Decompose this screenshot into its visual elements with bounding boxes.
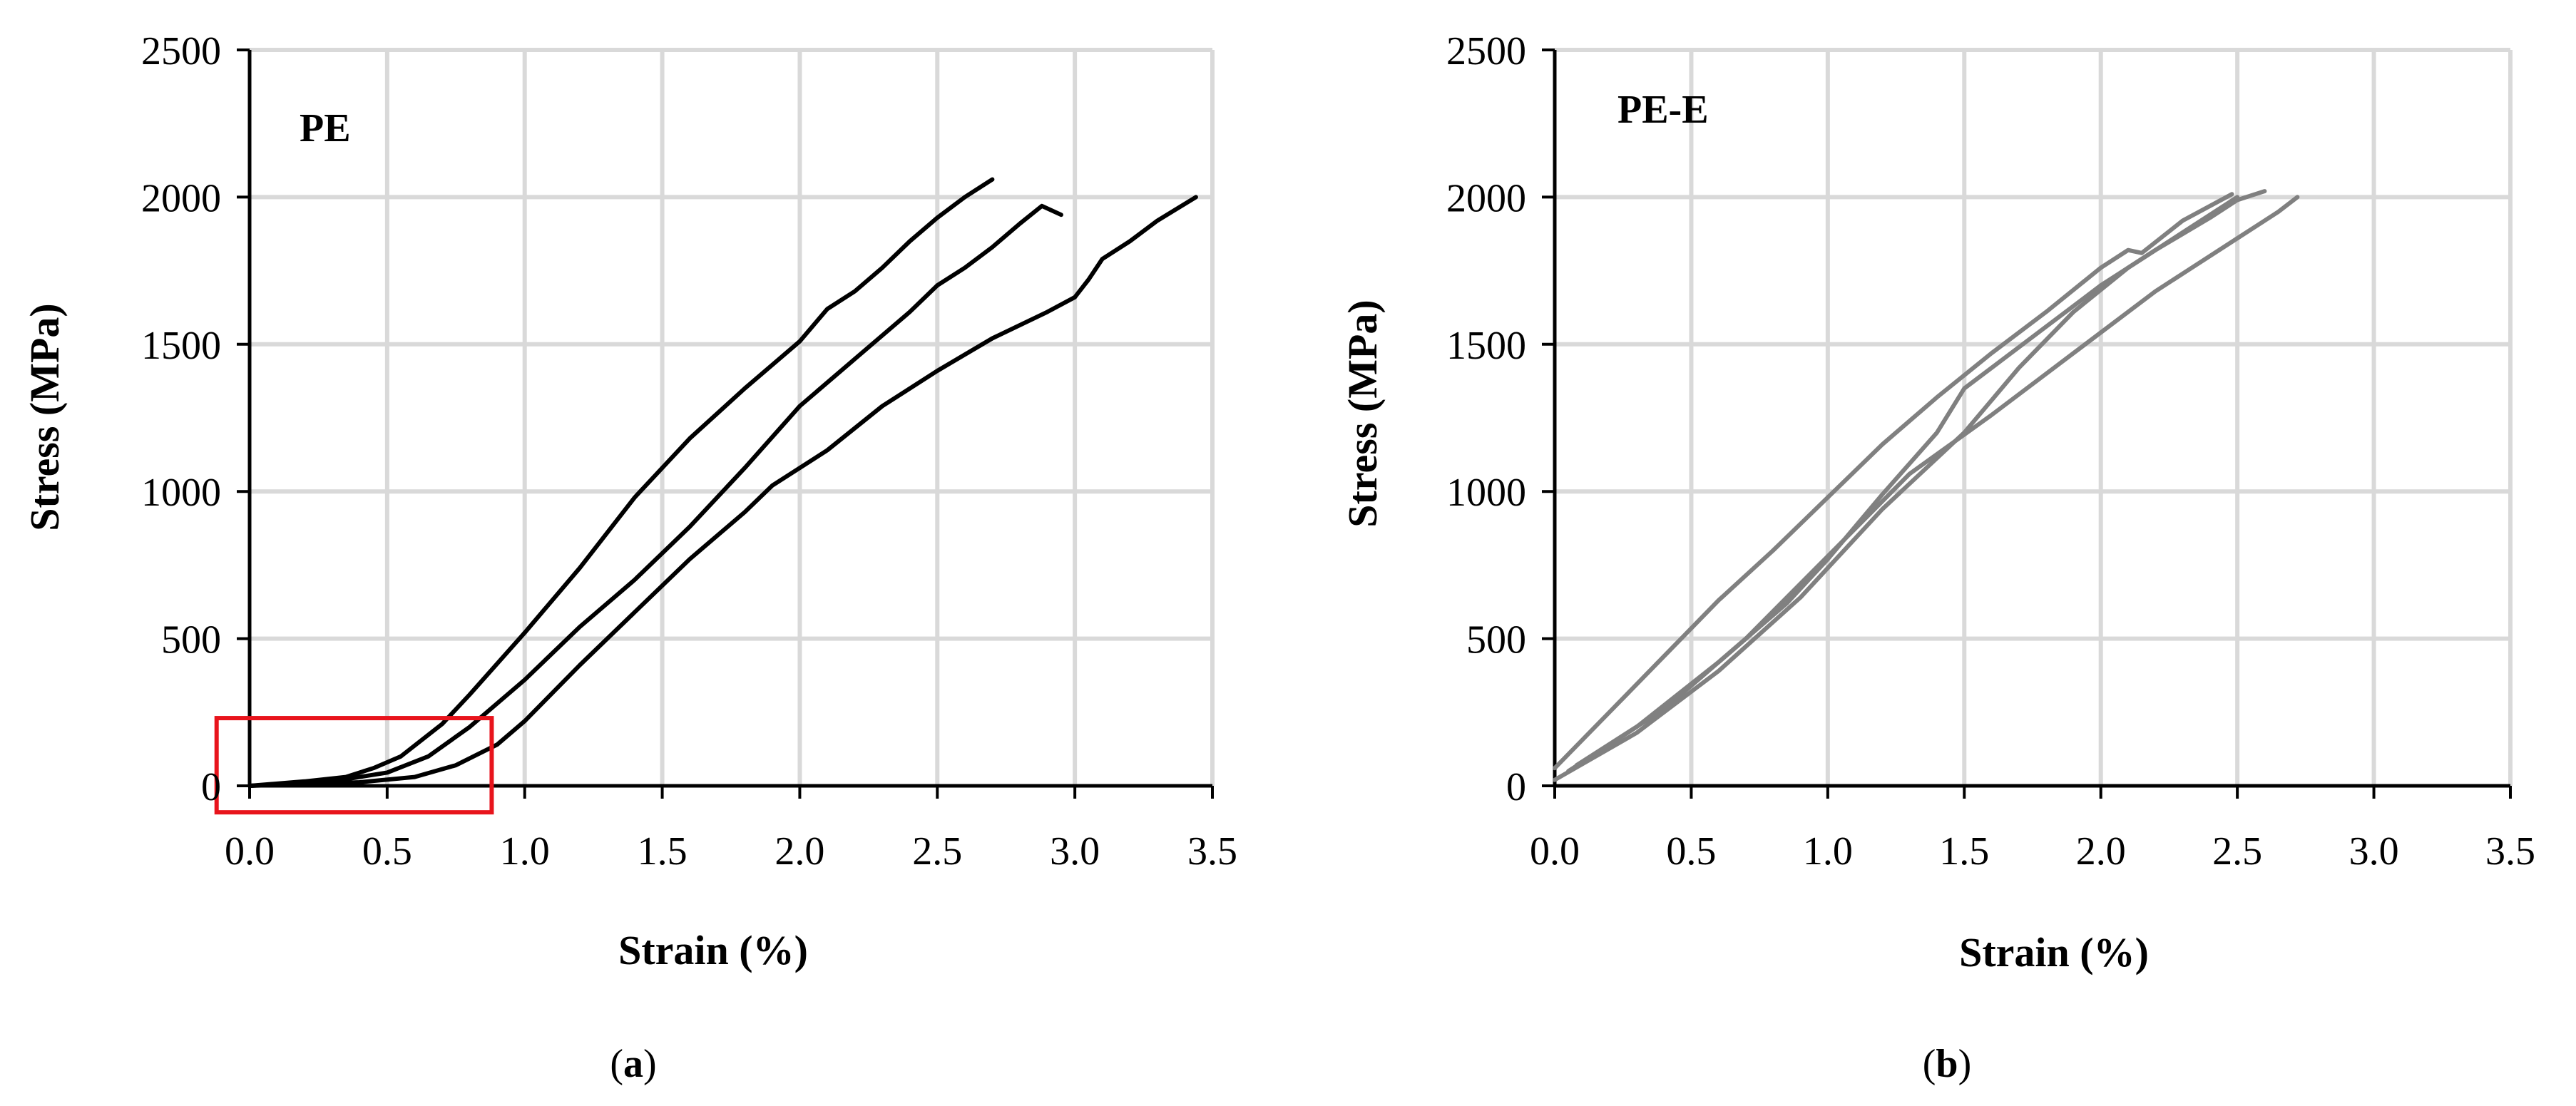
y-tick-label-a-2: 1000 — [141, 471, 221, 515]
x-tick-label-b-2: 1.0 — [1803, 829, 1853, 874]
y-tick-label-b-4: 2000 — [1446, 176, 1526, 220]
x-tick-label-a-5: 2.5 — [912, 829, 962, 874]
y-tick-label-a-4: 2000 — [141, 176, 221, 220]
y-tick-label-b-3: 1500 — [1446, 324, 1526, 368]
x-tick-label-a-7: 3.5 — [1187, 829, 1237, 874]
y-tick-label-a-3: 1500 — [141, 324, 221, 368]
chart-panel-a: 0.0 0.5 1.0 1.5 2.0 2.5 3.0 3.5 0 500 1000 1500 2000… — [21, 29, 1237, 1086]
x-tick-label-a-0: 0.0 — [225, 829, 275, 874]
x-tick-label-b-3: 1.5 — [1939, 829, 1989, 874]
series-group-b — [1553, 189, 2300, 782]
panel-label-b: PE-E — [1617, 88, 1709, 132]
x-tick-label-a-1: 0.5 — [362, 829, 412, 874]
series-line-a-3 — [247, 195, 1198, 788]
x-tick-label-b-5: 2.5 — [2212, 829, 2262, 874]
y-axis-title-a: Stress (MPa) — [21, 303, 68, 531]
highlight-box-a — [214, 716, 494, 815]
y-tick-label-a-0: 0 — [201, 765, 221, 809]
y-tick-label-a-5: 2500 — [141, 29, 221, 73]
series-line-a-2 — [247, 203, 1063, 788]
y-axis-title-b: Stress (MPa) — [1339, 299, 1386, 527]
y-tick-label-b-0: 0 — [1506, 765, 1526, 809]
x-tick-label-b-1: 0.5 — [1666, 829, 1716, 874]
series-group-a — [214, 177, 1198, 815]
x-axis-title-a: Strain (%) — [618, 927, 808, 973]
x-tick-label-b-6: 3.0 — [2349, 829, 2399, 874]
x-tick-label-a-3: 1.5 — [638, 829, 688, 874]
ticks-a: 0.0 0.5 1.0 1.5 2.0 2.5 3.0 3.5 0 500 1000 1500 2000… — [141, 29, 1237, 874]
caption-letter-a: a — [623, 1042, 643, 1086]
x-tick-label-b-0: 0.0 — [1530, 829, 1580, 874]
x-tick-label-b-7: 3.5 — [2485, 829, 2535, 874]
series-line-b-2 — [1566, 189, 2267, 774]
axes-a — [247, 50, 1212, 788]
chart-panel-b: 0.0 0.5 1.0 1.5 2.0 2.5 3.0 3.5 0 500 1000 1500 2000… — [1339, 29, 2535, 1086]
y-tick-label-b-2: 1000 — [1446, 471, 1526, 515]
series-line-b-1 — [1553, 192, 2234, 771]
y-tick-label-b-1: 500 — [1466, 618, 1526, 662]
caption-letter-b: b — [1936, 1042, 1958, 1086]
y-tick-label-a-1: 500 — [161, 618, 221, 662]
x-tick-label-b-4: 2.0 — [2076, 829, 2126, 874]
grid-a — [250, 48, 1215, 786]
x-tick-label-a-4: 2.0 — [775, 829, 824, 874]
ticks-b: 0.0 0.5 1.0 1.5 2.0 2.5 3.0 3.5 0 500 1000 1500 2000… — [1446, 29, 2535, 874]
panel-label-a: PE — [300, 106, 351, 150]
grid-b — [1555, 48, 2513, 786]
series-line-b-4 — [1574, 195, 2300, 768]
caption-b: (b) — [1923, 1042, 1971, 1086]
caption-a: (a) — [610, 1042, 656, 1086]
y-tick-label-b-5: 2500 — [1446, 29, 1526, 73]
series-line-a-1 — [247, 177, 995, 788]
axes-b — [1553, 50, 2510, 788]
x-axis-title-b: Strain (%) — [1959, 929, 2149, 976]
x-tick-label-a-2: 1.0 — [500, 829, 550, 874]
x-tick-label-a-6: 3.0 — [1050, 829, 1100, 874]
